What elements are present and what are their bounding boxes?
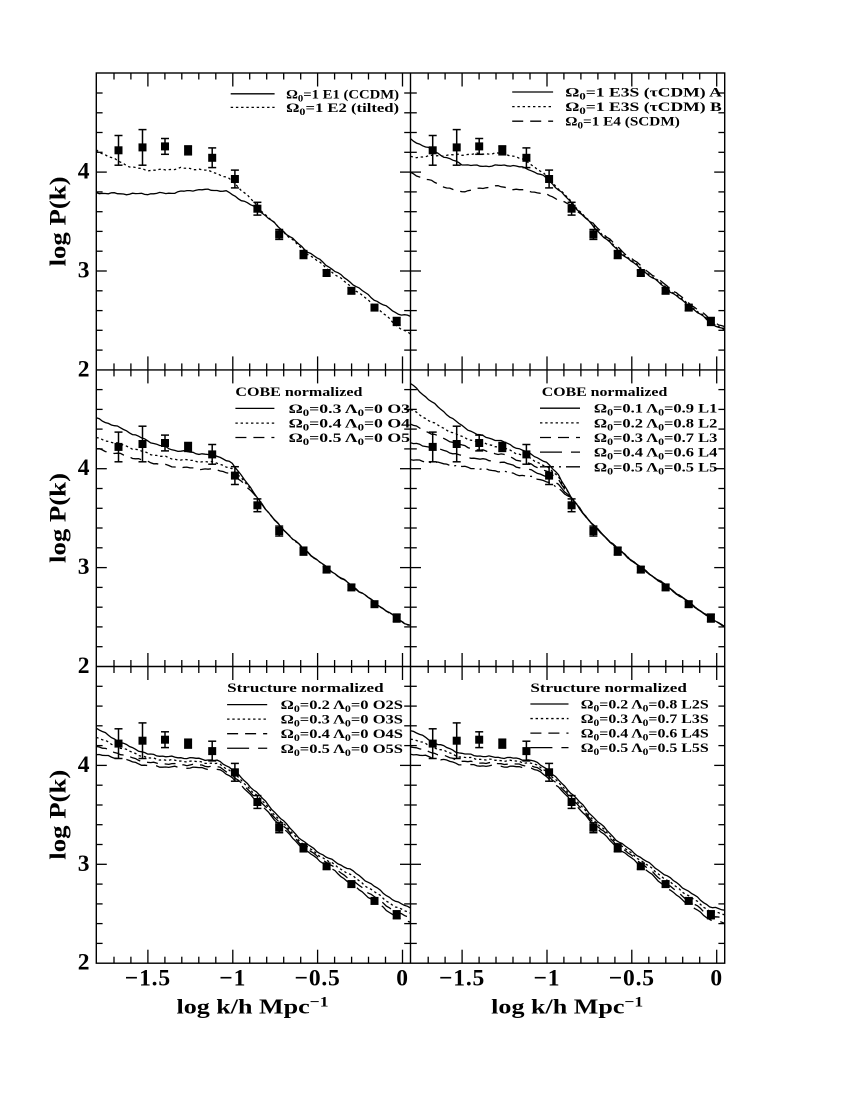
svg-text:Ω0=1 E4 (SCDM): Ω 0=1 E4 (SCDM): [565, 115, 679, 131]
svg-text:Ω0=0.5 Λ0=0 O5S: Ω 0=0.5 Λ 0=0 O5S: [281, 742, 403, 758]
svg-text:COBE normalized: COBE normalized: [235, 384, 363, 399]
svg-text:Ω0=0.3 Λ0=0.7 L3S: Ω 0=0.3 Λ 0=0.7 L3S: [581, 712, 709, 728]
svg-text:Ω0=0.5 Λ0=0.5 L5S: Ω 0=0.5 Λ 0=0.5 L5S: [581, 741, 709, 757]
svg-text:log P(k): log P(k): [46, 770, 71, 860]
svg-text:Ω0=0.5 Λ0=0.5 L5: Ω 0=0.5 Λ 0=0.5 L5: [594, 460, 718, 476]
svg-text:Structure normalized: Structure normalized: [530, 680, 687, 695]
svg-text:Ω0=1 E3S (τCDM) B: Ω 0 =1 E3S (τCDM) B: [565, 100, 722, 116]
svg-text:Ω0=0.5 Λ0=0 O5: Ω 0 =0.5 Λ 0 =0 O5: [289, 431, 410, 447]
svg-text:3: 3: [78, 258, 90, 284]
svg-text:Ω0=0.2 Λ0=0.8 L2: Ω 0=0.2 Λ 0=0.8 L2: [594, 416, 718, 432]
svg-text:2: 2: [78, 356, 90, 382]
svg-text:Ω0=0.4 Λ0=0 O4: Ω 0 =0.4 Λ 0 =0 O4: [289, 417, 411, 433]
svg-text:0: 0: [710, 966, 723, 992]
svg-text:−1: −1: [534, 966, 561, 992]
svg-text:COBE normalized: COBE normalized: [542, 384, 668, 399]
svg-text:3: 3: [78, 554, 90, 580]
svg-text:4: 4: [78, 752, 90, 778]
svg-text:Ω0=1 E2 (tilted): Ω 0=1 E2 (tilted): [286, 101, 399, 117]
svg-text:Structure normalized: Structure normalized: [227, 680, 384, 695]
svg-text:log P(k): log P(k): [46, 176, 71, 266]
svg-text:4: 4: [78, 455, 90, 481]
svg-text:Ω0=0.3 Λ0=0 O3: Ω 0 =0.3 Λ 0 =0 O3: [289, 402, 410, 418]
svg-text:log k/h Mpc−1: log k/h Mpc −1: [177, 995, 329, 1019]
svg-text:4: 4: [78, 159, 90, 185]
svg-text:Ω0=0.3 Λ0=0.7 L3: Ω 0=0.3 Λ 0=0.7 L3: [594, 431, 718, 447]
svg-text:Ω0=0.2 Λ0=0 O2S: Ω 0=0.2 Λ 0=0 O2S: [281, 698, 403, 714]
svg-text:−1.5: −1.5: [439, 966, 485, 992]
svg-text:log P(k): log P(k): [46, 473, 71, 563]
svg-text:Ω0=1 E3S (τCDM) A: Ω 0 =1 E3S (τCDM) A: [565, 86, 721, 102]
svg-text:−0.5: −0.5: [295, 966, 341, 992]
svg-text:2: 2: [78, 653, 90, 679]
svg-text:−0.5: −0.5: [609, 966, 655, 992]
svg-text:Ω0=0.4 Λ0=0.6 L4: Ω 0=0.4 Λ 0=0.6 L4: [594, 446, 718, 462]
svg-text:Ω0=0.3 Λ0=0 O3S: Ω 0=0.3 Λ 0=0 O3S: [281, 713, 403, 729]
svg-text:0: 0: [396, 966, 409, 992]
svg-text:3: 3: [78, 851, 90, 877]
svg-text:2: 2: [78, 950, 90, 976]
svg-text:Ω0=0.1 Λ0=0.9 L1: Ω 0=0.1 Λ 0=0.9 L1: [594, 402, 718, 418]
svg-text:Ω0=1 E1 (CCDM): Ω 0=1 E1 (CCDM): [286, 87, 399, 103]
svg-text:Ω0=0.4 Λ0=0.6 L4S: Ω 0=0.4 Λ 0=0.6 L4S: [581, 727, 709, 743]
svg-text:−1: −1: [219, 966, 246, 992]
svg-text:−1.5: −1.5: [125, 966, 171, 992]
svg-text:Ω0=0.4 Λ0=0 O4S: Ω 0=0.4 Λ 0=0 O4S: [281, 727, 403, 743]
svg-text:Ω0=0.2 Λ0=0.8 L2S: Ω 0=0.2 Λ 0=0.8 L2S: [581, 698, 709, 714]
svg-text:log k/h Mpc−1: log k/h Mpc −1: [491, 995, 643, 1019]
